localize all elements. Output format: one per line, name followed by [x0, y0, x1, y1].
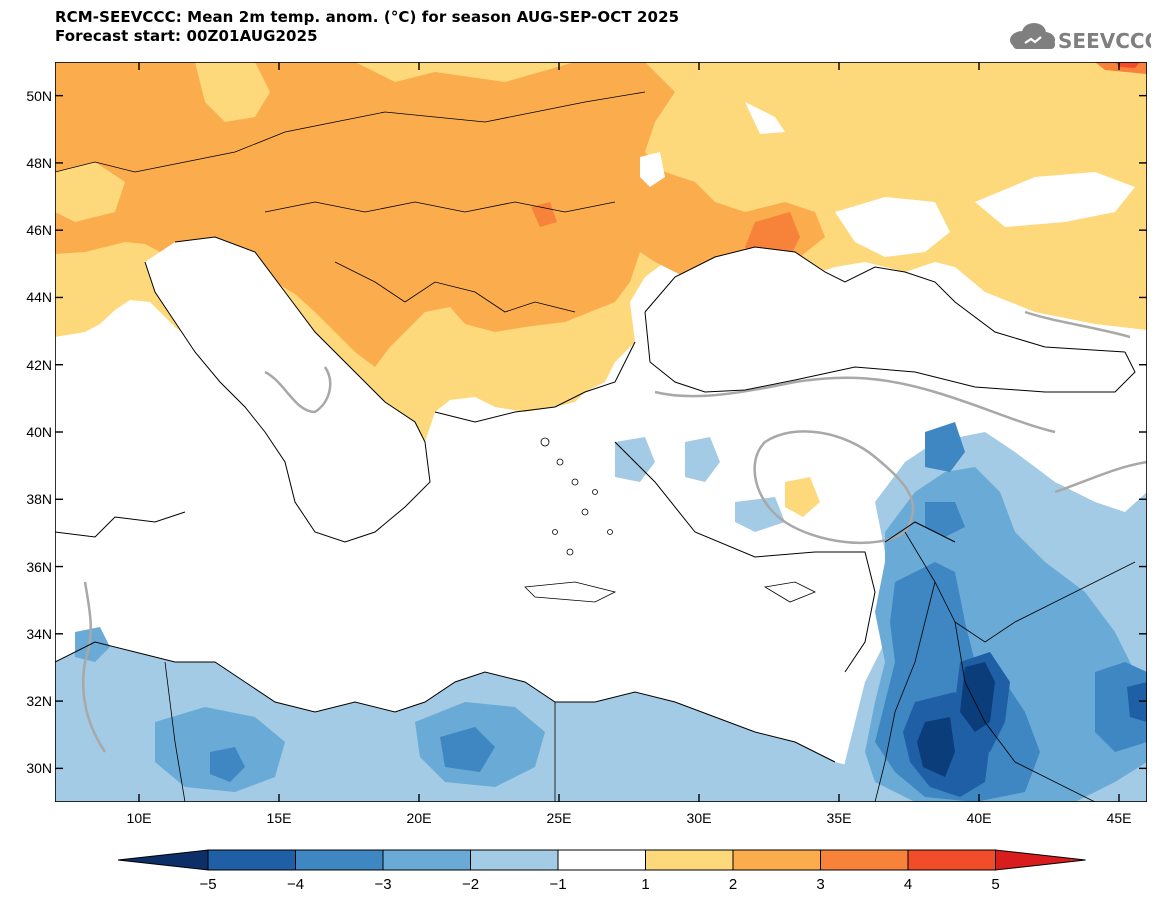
colorbar-segment: [907, 849, 996, 871]
east-med-neutral: [85, 422, 875, 712]
lat-tick-label: 34N: [26, 625, 52, 642]
lon-tick-label: 15E: [266, 810, 292, 826]
colorbar-label: 4: [904, 876, 912, 893]
colorbar-segment: [382, 849, 471, 871]
italy-neutral: [145, 237, 430, 542]
turkey-cool5: [925, 502, 965, 537]
lat-tick-label: 44N: [26, 289, 52, 306]
iraq-cool4: [1127, 682, 1147, 722]
title-line-1: RCM-SEEVCCC: Mean 2m temp. anom. (°C) fo…: [55, 8, 680, 26]
longitude-axis: [138, 62, 1120, 802]
warm-hole-3: [705, 62, 815, 142]
colorbar-segment: [207, 849, 296, 871]
neutral-patch-2: [745, 102, 785, 134]
lat-tick-label: 38N: [26, 491, 52, 508]
warm-hole-2: [55, 162, 125, 222]
warm-hole-1: [195, 62, 270, 122]
colorbar-label: 1: [641, 876, 649, 893]
title-line-2: Forecast start: 00Z01AUG2025: [55, 27, 318, 45]
colorbar-segment: [732, 849, 821, 871]
colorbar-label: 5: [991, 876, 999, 893]
neutral-patch-4: [835, 197, 950, 257]
colorbar-segment: [645, 849, 734, 871]
lat-tick-label: 32N: [26, 693, 52, 710]
lon-tick-label: 40E: [966, 810, 992, 826]
turkey-cool2: [685, 437, 720, 482]
colorbar-label: 3: [816, 876, 824, 893]
colorbar-label: −4: [287, 876, 304, 893]
country-borders: [55, 91, 1136, 802]
turkey-cool3: [735, 497, 785, 532]
colorbar-high-arrow: [995, 849, 1086, 871]
colorbar-segment: [295, 849, 384, 871]
anomaly-map: [55, 62, 1147, 802]
latitude-axis: [55, 94, 1147, 770]
lat-tick-label: 50N: [26, 87, 52, 104]
warm-spot-2: [531, 202, 557, 227]
africa-cool2a: [155, 707, 285, 792]
colorbar-svg: −5 −4 −3 −2 −1 1 2 3 4 5: [117, 849, 1086, 893]
lon-tick-label: 10E: [126, 810, 152, 826]
colorbar-label: 2: [729, 876, 737, 893]
lat-tick-label: 40N: [26, 424, 52, 440]
lon-tick-label: 45E: [1106, 810, 1132, 826]
colorbar: −5 −4 −3 −2 −1 1 2 3 4 5: [0, 838, 1165, 898]
lat-tick-label: 46N: [26, 222, 52, 239]
neutral-patch-1: [975, 172, 1135, 227]
colorbar-label: −2: [462, 876, 479, 893]
warm-spot-4: [1115, 62, 1140, 68]
colorbar-low-arrow: [117, 849, 209, 871]
logo-text: SEEVCCC: [1058, 29, 1151, 53]
lat-tick-label: 48N: [26, 154, 52, 171]
lon-tick-label: 20E: [406, 810, 432, 826]
lon-tick-label: 35E: [826, 810, 852, 826]
colorbar-label: −1: [549, 876, 566, 893]
africa-cool3a: [210, 747, 245, 782]
turkey-cool4: [925, 422, 965, 472]
chart-title: RCM-SEEVCCC: Mean 2m temp. anom. (°C) fo…: [55, 8, 679, 46]
turkey-cool1: [615, 437, 655, 482]
tunisia-cool: [75, 627, 110, 662]
lat-tick-label: 42N: [26, 356, 52, 373]
warm-field-2: [55, 62, 825, 367]
colorbar-label: −5: [199, 876, 216, 893]
cloud-logo-icon: [1010, 23, 1055, 49]
map-panel: [55, 62, 1147, 802]
colorbar-segment: [820, 849, 909, 871]
iraq-cool3: [1095, 662, 1147, 752]
coastlines: [55, 236, 1136, 763]
africa-cool3b: [440, 727, 495, 772]
mideast-cool5a: [917, 717, 955, 777]
colorbar-segment: [557, 849, 646, 871]
neutral-patch-3: [640, 152, 665, 187]
lat-tick-label: 30N: [26, 760, 52, 777]
lon-tick-label: 25E: [546, 810, 572, 826]
anatolia-warm: [785, 477, 820, 517]
colorbar-label: −3: [374, 876, 391, 893]
aegean-islands: [524, 437, 816, 603]
seevccc-logo: SEEVCCC: [1001, 18, 1151, 56]
mideast-cool5b: [960, 662, 995, 732]
black-sea: [645, 247, 1135, 392]
lat-tick-label: 36N: [26, 558, 52, 575]
lon-tick-label: 30E: [686, 810, 712, 826]
colorbar-segment: [470, 849, 559, 871]
